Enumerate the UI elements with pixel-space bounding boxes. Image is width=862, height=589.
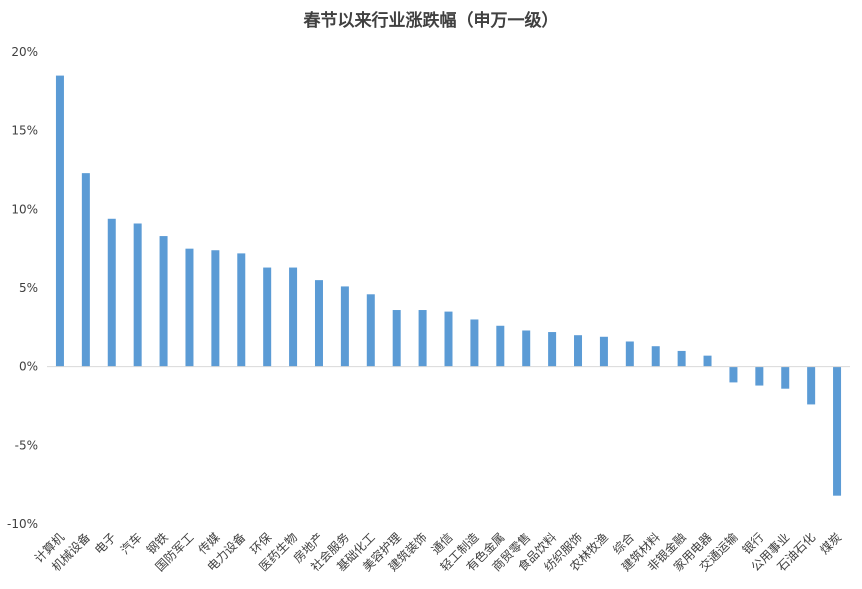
y-tick-label: -10% [7, 517, 38, 531]
bar [625, 341, 634, 367]
bar [833, 366, 842, 496]
y-tick-label: 20% [11, 45, 38, 59]
bar [574, 335, 583, 367]
bar [548, 332, 557, 367]
x-tick-label: 汽车 [117, 530, 145, 558]
y-tick-label: 0% [19, 360, 38, 374]
y-tick-label: 15% [11, 124, 38, 138]
bar [55, 75, 64, 367]
bar [81, 173, 90, 367]
bar [159, 236, 168, 367]
chart-title: 春节以来行业涨跌幅（申万一级） [304, 10, 559, 31]
bar [392, 310, 401, 367]
bar [651, 346, 660, 367]
bar [470, 319, 479, 367]
bar [211, 250, 220, 367]
bars [55, 75, 842, 496]
x-tick-label: 电子 [92, 530, 119, 557]
bar [340, 286, 349, 367]
x-tick-label: 煤炭 [817, 530, 844, 557]
bar [703, 355, 712, 367]
bar [522, 330, 531, 367]
y-tick-label: 10% [11, 202, 38, 216]
bar [185, 248, 194, 367]
y-tick-label: 5% [19, 281, 38, 295]
bar [599, 336, 608, 367]
bar [263, 267, 272, 367]
bar [781, 366, 790, 389]
bar [133, 223, 142, 367]
bar [366, 294, 375, 367]
bar [314, 280, 323, 367]
bar [444, 311, 453, 367]
bar [237, 253, 246, 367]
bar [677, 350, 686, 367]
bar [755, 366, 764, 386]
bar [289, 267, 298, 367]
y-tick-label: -5% [15, 438, 38, 452]
bar [807, 366, 816, 405]
y-axis-ticks: 20% 15% 10% 5% 0% -5% -10% [7, 45, 38, 531]
bar [496, 325, 505, 367]
bar [107, 218, 116, 367]
bar [729, 366, 738, 383]
bar [418, 310, 427, 367]
